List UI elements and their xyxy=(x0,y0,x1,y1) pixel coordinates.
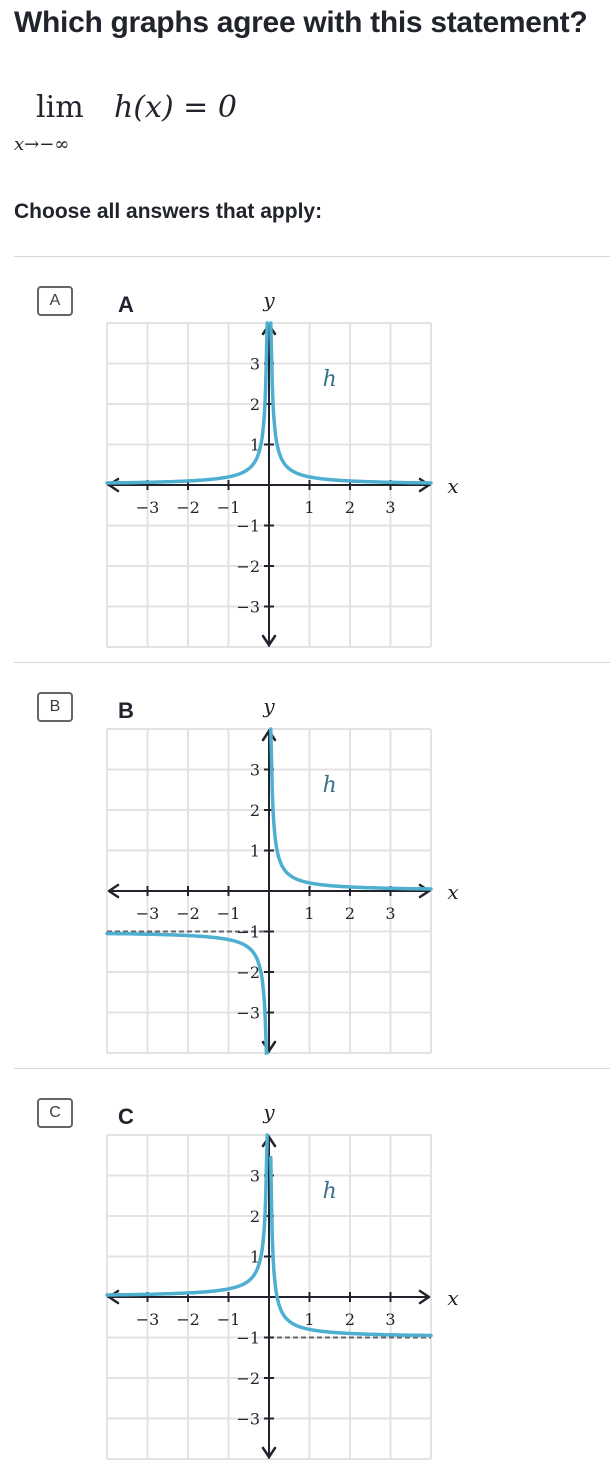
choice-b[interactable]: B B −3 −2 −1 1 2 3 3 2 1 −1 −2 −3 x y h xyxy=(0,662,610,1067)
x-tick-label: −2 xyxy=(176,904,200,923)
x-tick-label: −1 xyxy=(217,498,241,517)
y-tick-label: −3 xyxy=(236,1410,260,1429)
x-tick-label: 1 xyxy=(304,498,314,517)
x-axis-arrow-right xyxy=(418,883,431,899)
x-tick-label: −2 xyxy=(176,1310,200,1329)
choice-label: C xyxy=(118,1104,134,1129)
y-tick-label: 3 xyxy=(250,1167,260,1186)
x-tick-label: 3 xyxy=(385,1310,395,1329)
question-title: Which graphs agree with this statement? xyxy=(14,6,588,39)
x-axis-arrow-right xyxy=(418,1289,431,1305)
x-tick-label: 3 xyxy=(385,498,395,517)
x-tick-label: −2 xyxy=(176,498,200,517)
x-axis-label: x xyxy=(447,1286,458,1310)
y-axis-label: y xyxy=(262,1100,275,1124)
instruction-text: Choose all answers that apply: xyxy=(14,200,323,223)
x-tick-label: 3 xyxy=(385,904,395,923)
y-axis-label: y xyxy=(262,288,275,312)
curve-label: h xyxy=(323,1179,337,1204)
curve-label: h xyxy=(323,367,337,392)
y-axis-arrow-down xyxy=(261,634,277,647)
x-tick-label: 2 xyxy=(345,498,355,517)
y-tick-label: 1 xyxy=(250,1248,260,1267)
x-axis-arrow-left xyxy=(107,1289,120,1305)
x-tick-label: −1 xyxy=(217,904,241,923)
limit-function: h(x) = 0 xyxy=(114,90,237,125)
x-axis-label: x xyxy=(447,474,458,498)
x-axis-arrow-left xyxy=(107,883,120,899)
curve-right-branch xyxy=(269,321,433,485)
y-axis-label: y xyxy=(262,694,275,718)
x-tick-label: 1 xyxy=(304,904,314,923)
choice-label: B xyxy=(118,698,134,723)
y-axis-arrow-up xyxy=(261,323,277,336)
y-tick-label: 1 xyxy=(250,436,260,455)
choice-a[interactable]: A A −3 −2 −1 1 2 3 3 2 1 −1 −2 −3 x y h xyxy=(0,256,610,661)
divider xyxy=(14,1068,610,1069)
y-tick-label: −1 xyxy=(236,923,260,942)
choice-letter-box[interactable]: A xyxy=(37,286,73,316)
y-tick-label: 2 xyxy=(250,801,260,820)
curve-left-branch xyxy=(105,321,269,485)
curve-right-branch xyxy=(269,727,433,891)
x-tick-label: −3 xyxy=(136,1310,160,1329)
curve-left-branch xyxy=(105,931,269,1055)
y-tick-label: −2 xyxy=(236,1369,260,1388)
divider xyxy=(14,256,610,257)
x-axis-arrow-right xyxy=(418,477,431,493)
limit-subscript: x→−∞ xyxy=(14,134,70,155)
divider xyxy=(14,662,610,663)
y-tick-label: 3 xyxy=(250,355,260,374)
x-tick-label: −3 xyxy=(136,904,160,923)
x-axis-arrow-left xyxy=(107,477,120,493)
choice-letter-box[interactable]: C xyxy=(37,1098,73,1128)
x-tick-label: 2 xyxy=(345,904,355,923)
y-tick-label: 1 xyxy=(250,842,260,861)
y-tick-label: −2 xyxy=(236,963,260,982)
curve-left-branch xyxy=(105,1133,269,1297)
x-tick-label: 2 xyxy=(345,1310,355,1329)
y-tick-label: 2 xyxy=(250,1207,260,1226)
y-tick-label: 3 xyxy=(250,761,260,780)
y-tick-label: −3 xyxy=(236,598,260,617)
x-axis-label: x xyxy=(447,880,458,904)
y-tick-label: 2 xyxy=(250,395,260,414)
x-tick-label: −3 xyxy=(136,498,160,517)
curve-label: h xyxy=(323,773,337,798)
limit-expression: lim x→−∞ h(x) = 0 xyxy=(14,84,334,164)
y-tick-label: −3 xyxy=(236,1004,260,1023)
x-tick-label: −1 xyxy=(217,1310,241,1329)
y-axis-arrow-up xyxy=(261,729,277,742)
y-tick-label: −1 xyxy=(236,517,260,536)
choice-letter-box[interactable]: B xyxy=(37,692,73,722)
y-tick-label: −1 xyxy=(236,1329,260,1348)
x-tick-label: 1 xyxy=(304,1310,314,1329)
y-axis-arrow-down xyxy=(261,1446,277,1459)
curve-right-branch xyxy=(269,1155,433,1338)
limit-operator: lim xyxy=(36,90,84,125)
y-tick-label: −2 xyxy=(236,557,260,576)
graph: −3 −2 −1 1 2 3 3 2 1 −1 −2 −3 x y h xyxy=(105,288,459,648)
graph: −3 −2 −1 1 2 3 3 2 1 −1 −2 −3 x y h xyxy=(105,1100,459,1460)
choice-label: A xyxy=(118,292,134,317)
y-axis-arrow-up xyxy=(261,1135,277,1148)
graph: −3 −2 −1 1 2 3 3 2 1 −1 −2 −3 x y h xyxy=(105,694,459,1055)
choice-c[interactable]: C C −3 −2 −1 1 2 3 3 2 1 −1 −2 −3 x y h xyxy=(0,1068,610,1473)
